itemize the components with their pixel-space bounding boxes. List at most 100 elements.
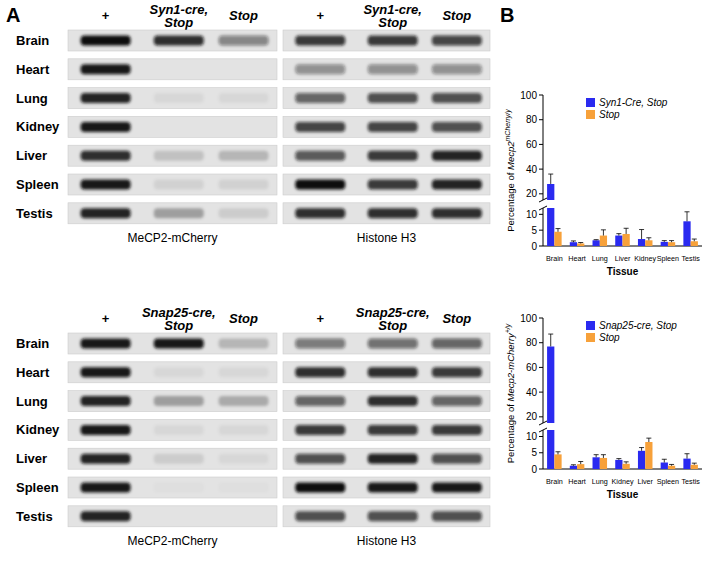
blot-band bbox=[81, 151, 131, 161]
blot-band bbox=[219, 454, 269, 464]
blot-band bbox=[368, 454, 418, 464]
bar bbox=[623, 234, 630, 246]
blot-group: BrainHeartLungKidneyLiverSpleenTestis+Sn… bbox=[16, 305, 490, 548]
x-tick-label: Heart bbox=[568, 477, 586, 486]
blot-band bbox=[295, 64, 345, 74]
panel-label: A bbox=[6, 4, 20, 26]
blot-strip bbox=[68, 145, 277, 166]
tissue-label: Heart bbox=[16, 365, 50, 380]
blot-band bbox=[219, 36, 269, 46]
blot-band bbox=[368, 483, 418, 493]
y-tick-label: 10 bbox=[526, 209, 538, 220]
x-tick-label: Spleen bbox=[657, 477, 679, 486]
blot-strip bbox=[68, 59, 277, 80]
blot-band bbox=[154, 208, 204, 218]
blot-band bbox=[295, 36, 345, 46]
blot-band bbox=[81, 208, 131, 218]
bar bbox=[615, 236, 622, 246]
error-bar bbox=[662, 459, 667, 462]
bar bbox=[547, 184, 554, 246]
x-tick-label: Kidney bbox=[612, 477, 634, 486]
blot-band bbox=[368, 339, 418, 349]
error-bar bbox=[639, 448, 644, 451]
error-bar bbox=[646, 438, 651, 442]
y-tick bbox=[539, 318, 543, 319]
bar bbox=[577, 243, 584, 246]
x-tick-label: Liver bbox=[615, 254, 631, 263]
blot-strip bbox=[283, 333, 490, 354]
blot-strip bbox=[283, 116, 490, 137]
lane-label: Stop bbox=[442, 8, 471, 23]
x-tick-label: Lung bbox=[592, 477, 608, 486]
axis-break bbox=[539, 421, 547, 425]
legend-label: Stop bbox=[599, 109, 620, 120]
y-tick-label: 60 bbox=[526, 362, 538, 373]
tissue-label: Liver bbox=[16, 451, 47, 466]
error-bar bbox=[692, 239, 697, 241]
y-tick bbox=[539, 230, 543, 231]
legend: Snap25-cre, StopStop bbox=[586, 320, 677, 343]
y-label-text: Percentage of bbox=[505, 170, 516, 232]
blot-band bbox=[432, 151, 482, 161]
blot-group: BrainHeartLungKidneyLiverSpleenTestis+Sy… bbox=[16, 2, 490, 245]
error-bar bbox=[685, 454, 690, 459]
bar bbox=[638, 239, 645, 246]
blot-band bbox=[295, 483, 345, 493]
blot-strip bbox=[283, 203, 490, 224]
tissue-label: Brain bbox=[16, 336, 49, 351]
blot-strip bbox=[283, 174, 490, 195]
error-bar bbox=[646, 238, 651, 241]
blot-band bbox=[154, 511, 204, 521]
blot-band bbox=[432, 396, 482, 406]
blot-band bbox=[432, 454, 482, 464]
bars bbox=[547, 334, 698, 469]
axis-break bbox=[539, 428, 547, 432]
blot-strip bbox=[283, 419, 490, 440]
bar bbox=[600, 236, 607, 246]
blot-band bbox=[295, 208, 345, 218]
blot-band bbox=[219, 208, 269, 218]
blot-caption: MeCP2-mCherry bbox=[127, 534, 217, 548]
blot-band bbox=[432, 36, 482, 46]
blot-band bbox=[432, 208, 482, 218]
x-tick-label: Brain bbox=[546, 254, 563, 263]
error-bar bbox=[601, 455, 606, 458]
bar bbox=[691, 241, 698, 246]
y-tick bbox=[539, 193, 543, 194]
axis-break bbox=[539, 198, 547, 202]
y-tick-label: 5 bbox=[531, 447, 537, 458]
bar bbox=[600, 458, 607, 469]
blot-band bbox=[219, 122, 269, 132]
blot-band bbox=[154, 64, 204, 74]
blot-band bbox=[219, 511, 269, 521]
blot-band bbox=[432, 93, 482, 103]
bar bbox=[691, 465, 698, 469]
legend-swatch bbox=[586, 333, 595, 342]
blot-strip bbox=[68, 506, 277, 527]
error-bar bbox=[571, 241, 576, 242]
blot-band bbox=[81, 36, 131, 46]
y-tick bbox=[539, 169, 543, 170]
blot-band bbox=[81, 339, 131, 349]
blot-band bbox=[368, 93, 418, 103]
blot-band bbox=[219, 180, 269, 190]
blot-band bbox=[219, 93, 269, 103]
y-tick bbox=[539, 95, 543, 96]
blot-strip bbox=[283, 30, 490, 51]
blot-band bbox=[368, 64, 418, 74]
blot-strip bbox=[68, 477, 277, 498]
y-tick-label: 80 bbox=[526, 114, 538, 125]
tissue-label: Lung bbox=[16, 91, 48, 106]
bar bbox=[668, 242, 675, 246]
blot-strip bbox=[68, 203, 277, 224]
tissue-label: Brain bbox=[16, 33, 49, 48]
blot-band bbox=[154, 122, 204, 132]
y-label-gene: Mecp2 bbox=[505, 141, 516, 170]
y-label-superscript: +/y bbox=[504, 323, 512, 333]
blot-band bbox=[295, 425, 345, 435]
blot-strip bbox=[283, 391, 490, 412]
blot-strip bbox=[68, 88, 277, 109]
blot-strip bbox=[283, 477, 490, 498]
x-axis-label: Tissue bbox=[607, 266, 639, 277]
tissue-label: Testis bbox=[16, 206, 53, 221]
